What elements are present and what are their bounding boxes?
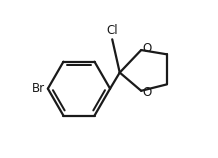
Text: O: O	[142, 86, 152, 99]
Text: Cl: Cl	[106, 24, 118, 37]
Text: O: O	[142, 42, 152, 55]
Text: Br: Br	[32, 82, 45, 95]
